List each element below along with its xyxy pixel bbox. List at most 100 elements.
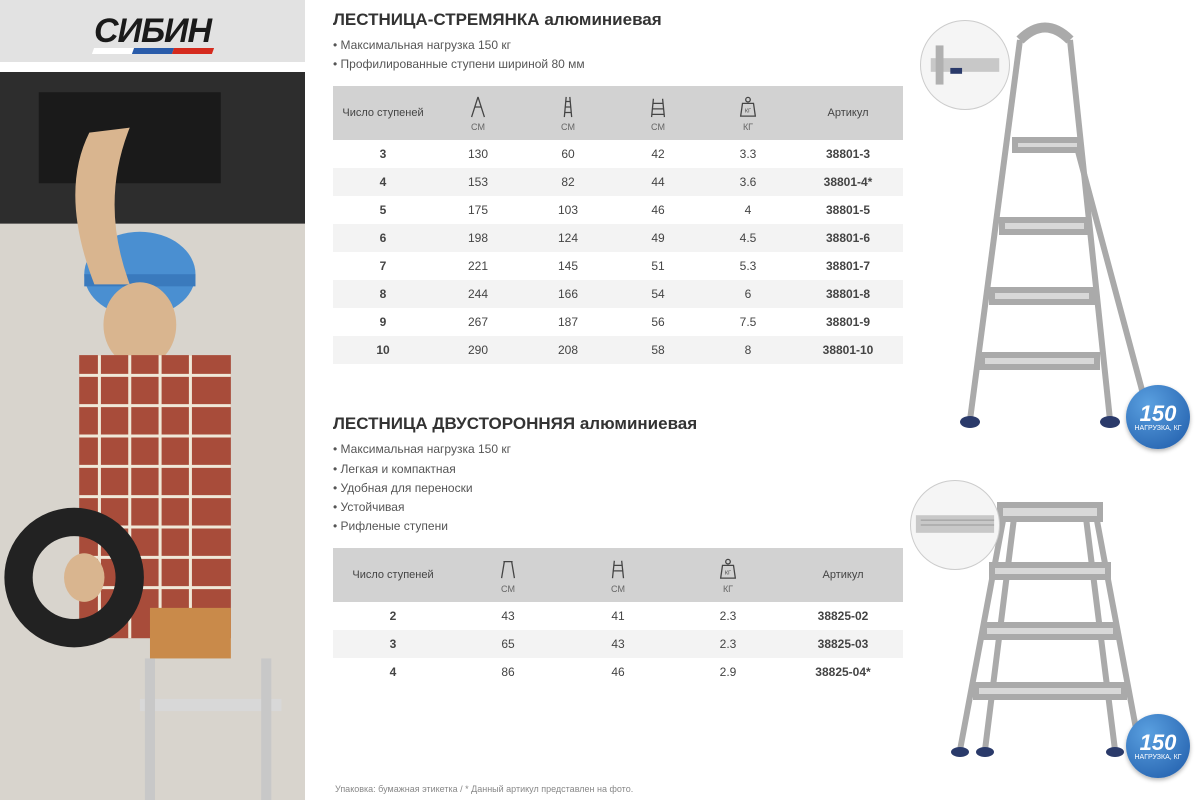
table-cell: 103	[523, 196, 613, 224]
table-cell: 42	[613, 140, 703, 168]
col-header: СМ	[433, 86, 523, 140]
table-cell: 38801-9	[793, 308, 903, 336]
table-cell: 3.3	[703, 140, 793, 168]
table-cell: 49	[613, 224, 703, 252]
col-header: Артикул	[783, 548, 903, 602]
detail-zoom-2	[910, 480, 1000, 570]
brand-stripes	[91, 48, 213, 54]
table-cell: 38825-03	[783, 630, 903, 658]
brand-logo: СИБИН	[0, 0, 305, 62]
table-cell: 38825-04*	[783, 658, 903, 686]
table-row: 243412.338825-02	[333, 602, 903, 630]
table-cell: 2.9	[673, 658, 783, 686]
table-cell: 187	[523, 308, 613, 336]
left-column: СИБИН	[0, 0, 305, 800]
table-cell: 153	[433, 168, 523, 196]
table-cell: 244	[433, 280, 523, 308]
table-cell: 208	[523, 336, 613, 364]
table-cell: 221	[433, 252, 523, 280]
table-cell: 267	[433, 308, 523, 336]
table-cell: 46	[613, 196, 703, 224]
table-cell: 6	[703, 280, 793, 308]
table-cell: 86	[453, 658, 563, 686]
table-cell: 56	[613, 308, 703, 336]
table-cell: 54	[613, 280, 703, 308]
table-cell: 4	[333, 168, 433, 196]
section2-table: Число ступенейСМСМКГКГАртикул 243412.338…	[333, 548, 903, 686]
table-cell: 5	[333, 196, 433, 224]
table-cell: 41	[563, 602, 673, 630]
table-cell: 8	[703, 336, 793, 364]
table-row: 415382443.638801-4*	[333, 168, 903, 196]
table-cell: 175	[433, 196, 523, 224]
table-row: 517510346438801-5	[333, 196, 903, 224]
table-cell: 3	[333, 140, 433, 168]
col-header: СМ	[523, 86, 613, 140]
table-cell: 130	[433, 140, 523, 168]
table-cell: 58	[613, 336, 703, 364]
table-cell: 10	[333, 336, 433, 364]
table-cell: 6	[333, 224, 433, 252]
bullet-item: Максимальная нагрузка 150 кг	[333, 440, 1200, 459]
col-header: Артикул	[793, 86, 903, 140]
table-row: 486462.938825-04*	[333, 658, 903, 686]
table-cell: 8	[333, 280, 433, 308]
table-cell: 145	[523, 252, 613, 280]
table-cell: 3	[333, 630, 453, 658]
worker-photo	[0, 72, 305, 800]
table-cell: 65	[453, 630, 563, 658]
col-header: Число ступеней	[333, 548, 453, 602]
table-cell: 38825-02	[783, 602, 903, 630]
table-cell: 38801-10	[793, 336, 903, 364]
col-header: КГКГ	[703, 86, 793, 140]
table-cell: 7	[333, 252, 433, 280]
col-header: СМ	[453, 548, 563, 602]
table-cell: 124	[523, 224, 613, 252]
table-row: 365432.338825-03	[333, 630, 903, 658]
table-cell: 43	[563, 630, 673, 658]
table-cell: 290	[433, 336, 523, 364]
footnote: Упаковка: бумажная этикетка / * Данный а…	[335, 784, 633, 794]
detail-zoom-1	[920, 20, 1010, 110]
table-cell: 5.3	[703, 252, 793, 280]
load-badge-1: 150 НАГРУЗКА, КГ	[1126, 385, 1190, 449]
table-cell: 38801-3	[793, 140, 903, 168]
svg-text:КГ: КГ	[745, 109, 751, 115]
table-cell: 3.6	[703, 168, 793, 196]
table-row: 1029020858838801-10	[333, 336, 903, 364]
table-cell: 51	[613, 252, 703, 280]
table-cell: 60	[523, 140, 613, 168]
table-cell: 4	[703, 196, 793, 224]
brand-name: СИБИН	[94, 12, 211, 51]
table-cell: 38801-7	[793, 252, 903, 280]
table-row: 824416654638801-8	[333, 280, 903, 308]
table-cell: 46	[563, 658, 673, 686]
table-row: 313060423.338801-3	[333, 140, 903, 168]
table-cell: 2	[333, 602, 453, 630]
load-badge-2: 150 НАГРУЗКА, КГ	[1126, 714, 1190, 778]
svg-text:КГ: КГ	[725, 571, 731, 577]
table-cell: 44	[613, 168, 703, 196]
table-cell: 2.3	[673, 630, 783, 658]
table-row: 7221145515.338801-7	[333, 252, 903, 280]
col-header: СМ	[563, 548, 673, 602]
content-column: ЛЕСТНИЦА-СТРЕМЯНКА алюминиевая Максималь…	[305, 0, 1200, 800]
table-row: 9267187567.538801-9	[333, 308, 903, 336]
table-cell: 4.5	[703, 224, 793, 252]
table-cell: 166	[523, 280, 613, 308]
table-cell: 38801-4*	[793, 168, 903, 196]
table-cell: 43	[453, 602, 563, 630]
table-cell: 38801-5	[793, 196, 903, 224]
table-cell: 2.3	[673, 602, 783, 630]
table-row: 6198124494.538801-6	[333, 224, 903, 252]
bullet-item: Легкая и компактная	[333, 460, 1200, 479]
section1-table: Число ступенейСМСМСМКГКГАртикул 31306042…	[333, 86, 903, 364]
table-cell: 7.5	[703, 308, 793, 336]
table-cell: 82	[523, 168, 613, 196]
col-header: Число ступеней	[333, 86, 433, 140]
table-cell: 38801-8	[793, 280, 903, 308]
table-cell: 9	[333, 308, 433, 336]
col-header: КГКГ	[673, 548, 783, 602]
table-cell: 4	[333, 658, 453, 686]
table-cell: 38801-6	[793, 224, 903, 252]
